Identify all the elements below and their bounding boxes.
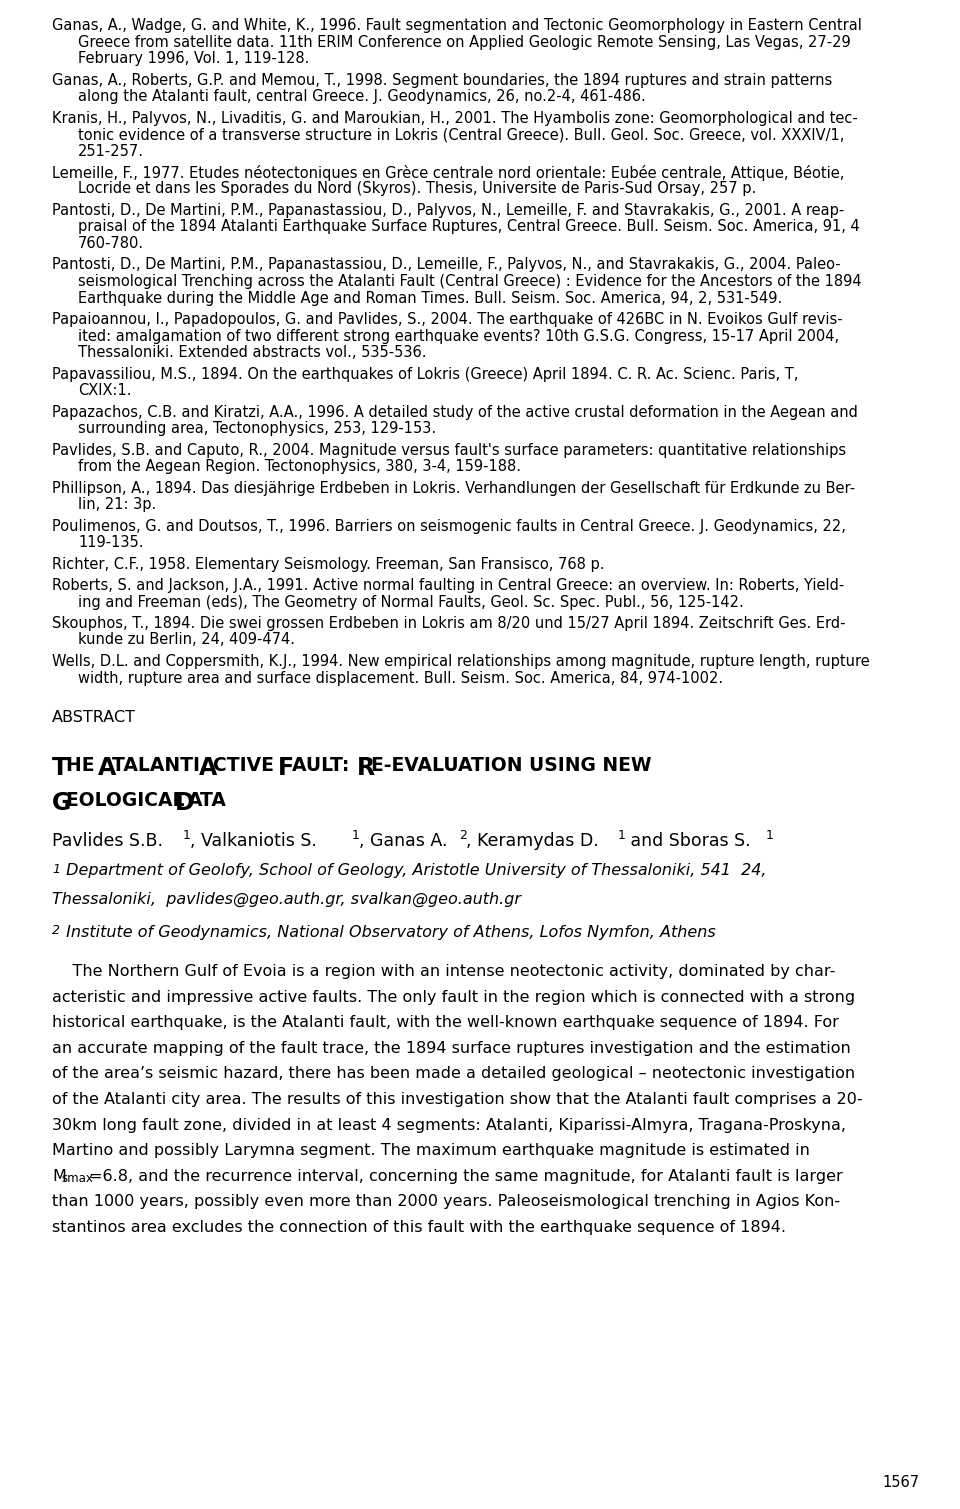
Text: width, rupture area and surface displacement. Bull. Seism. Soc. America, 84, 974: width, rupture area and surface displace…: [78, 670, 723, 685]
Text: , Ganas A.: , Ganas A.: [358, 831, 447, 850]
Text: CTIVE: CTIVE: [213, 756, 280, 776]
Text: 1567: 1567: [883, 1474, 920, 1489]
Text: , Valkaniotis S.: , Valkaniotis S.: [190, 831, 317, 850]
Text: ited: amalgamation of two different strong earthquake events? 10th G.S.G. Congre: ited: amalgamation of two different stro…: [78, 329, 839, 344]
Text: seismological Trenching across the Atalanti Fault (Central Greece) : Evidence fo: seismological Trenching across the Atala…: [78, 275, 862, 290]
Text: Wells, D.L. and Coppersmith, K.J., 1994. New empirical relationships among magni: Wells, D.L. and Coppersmith, K.J., 1994.…: [52, 653, 870, 668]
Text: along the Atalanti fault, central Greece. J. Geodynamics, 26, no.2-4, 461-486.: along the Atalanti fault, central Greece…: [78, 89, 646, 104]
Text: Pantosti, D., De Martini, P.M., Papanastassiou, D., Palyvos, N., Lemeille, F. an: Pantosti, D., De Martini, P.M., Papanast…: [52, 204, 844, 217]
Text: Earthquake during the Middle Age and Roman Times. Bull. Seism. Soc. America, 94,: Earthquake during the Middle Age and Rom…: [78, 291, 782, 305]
Text: tonic evidence of a transverse structure in Lokris (Central Greece). Bull. Geol.: tonic evidence of a transverse structure…: [78, 127, 845, 142]
Text: Papavassiliou, M.S., 1894. On the earthquakes of Lokris (Greece) April 1894. C. : Papavassiliou, M.S., 1894. On the earthq…: [52, 367, 799, 382]
Text: 760-780.: 760-780.: [78, 235, 144, 250]
Text: CXIX:1.: CXIX:1.: [78, 383, 132, 398]
Text: R: R: [357, 756, 375, 780]
Text: 2: 2: [459, 828, 468, 842]
Text: Greece from satellite data. 11th ERIM Conference on Applied Geologic Remote Sens: Greece from satellite data. 11th ERIM Co…: [78, 35, 851, 50]
Text: Skouphos, T., 1894. Die swei grossen Erdbeben in Lokris am 8/20 und 15/27 April : Skouphos, T., 1894. Die swei grossen Erd…: [52, 616, 846, 631]
Text: 1: 1: [52, 863, 60, 877]
Text: The Northern Gulf of Evoia is a region with an intense neotectonic activity, dom: The Northern Gulf of Evoia is a region w…: [52, 964, 835, 979]
Text: Thessaloniki. Extended abstracts vol., 535-536.: Thessaloniki. Extended abstracts vol., 5…: [78, 346, 426, 361]
Text: Pavlides S.B.: Pavlides S.B.: [52, 831, 163, 850]
Text: AULT:: AULT:: [292, 756, 355, 776]
Text: F: F: [278, 756, 294, 780]
Text: EOLOGICAL: EOLOGICAL: [65, 791, 191, 810]
Text: smax: smax: [61, 1171, 93, 1185]
Text: D: D: [175, 791, 194, 815]
Text: Martino and possibly Larymna segment. The maximum earthquake magnitude is estima: Martino and possibly Larymna segment. Th…: [52, 1144, 810, 1157]
Text: Richter, C.F., 1958. Elementary Seismology. Freeman, San Fransisco, 768 p.: Richter, C.F., 1958. Elementary Seismolo…: [52, 557, 605, 572]
Text: historical earthquake, is the Atalanti fault, with the well-known earthquake seq: historical earthquake, is the Atalanti f…: [52, 1016, 839, 1031]
Text: Lemeille, F., 1977. Etudes néotectoniques en Grèce centrale nord orientale: Eubé: Lemeille, F., 1977. Etudes néotectonique…: [52, 164, 845, 181]
Text: surrounding area, Tectonophysics, 253, 129-153.: surrounding area, Tectonophysics, 253, 1…: [78, 421, 436, 436]
Text: Kranis, H., Palyvos, N., Livaditis, G. and Maroukian, H., 2001. The Hyambolis zo: Kranis, H., Palyvos, N., Livaditis, G. a…: [52, 110, 857, 125]
Text: from the Aegean Region. Tectonophysics, 380, 3-4, 159-188.: from the Aegean Region. Tectonophysics, …: [78, 459, 521, 474]
Text: TALANTI: TALANTI: [112, 756, 206, 776]
Text: Pavlides, S.B. and Caputo, R., 2004. Magnitude versus fault's surface parameters: Pavlides, S.B. and Caputo, R., 2004. Mag…: [52, 442, 846, 457]
Text: Papazachos, C.B. and Kiratzi, A.A., 1996. A detailed study of the active crustal: Papazachos, C.B. and Kiratzi, A.A., 1996…: [52, 404, 858, 420]
Text: than 1000 years, possibly even more than 2000 years. Paleoseismological trenchin: than 1000 years, possibly even more than…: [52, 1194, 840, 1209]
Text: 1: 1: [351, 828, 359, 842]
Text: Pantosti, D., De Martini, P.M., Papanastassiou, D., Lemeille, F., Palyvos, N., a: Pantosti, D., De Martini, P.M., Papanast…: [52, 258, 841, 273]
Text: praisal of the 1894 Atalanti Earthquake Surface Ruptures, Central Greece. Bull. : praisal of the 1894 Atalanti Earthquake …: [78, 219, 860, 234]
Text: stantinos area excludes the connection of this fault with the earthquake sequenc: stantinos area excludes the connection o…: [52, 1219, 786, 1234]
Text: kunde zu Berlin, 24, 409-474.: kunde zu Berlin, 24, 409-474.: [78, 632, 295, 647]
Text: M: M: [52, 1168, 66, 1183]
Text: ing and Freeman (eds), The Geometry of Normal Faults, Geol. Sc. Spec. Publ., 56,: ing and Freeman (eds), The Geometry of N…: [78, 595, 744, 610]
Text: Ganas, A., Roberts, G.P. and Memou, T., 1998. Segment boundaries, the 1894 ruptu: Ganas, A., Roberts, G.P. and Memou, T., …: [52, 72, 832, 88]
Text: T: T: [52, 756, 68, 780]
Text: G: G: [52, 791, 71, 815]
Text: E-EVALUATION USING NEW: E-EVALUATION USING NEW: [371, 756, 651, 776]
Text: A: A: [199, 756, 217, 780]
Text: ABSTRACT: ABSTRACT: [52, 711, 136, 724]
Text: HE: HE: [65, 756, 101, 776]
Text: Roberts, S. and Jackson, J.A., 1991. Active normal faulting in Central Greece: a: Roberts, S. and Jackson, J.A., 1991. Act…: [52, 578, 844, 593]
Text: lin, 21: 3p.: lin, 21: 3p.: [78, 496, 156, 512]
Text: February 1996, Vol. 1, 119-128.: February 1996, Vol. 1, 119-128.: [78, 51, 309, 66]
Text: =6.8, and the recurrence interval, concerning the same magnitude, for Atalanti f: =6.8, and the recurrence interval, conce…: [88, 1168, 843, 1183]
Text: an accurate mapping of the fault trace, the 1894 surface ruptures investigation : an accurate mapping of the fault trace, …: [52, 1041, 851, 1056]
Text: Locride et dans les Sporades du Nord (Skyros). Thesis, Universite de Paris-Sud O: Locride et dans les Sporades du Nord (Sk…: [78, 181, 756, 196]
Text: 1: 1: [766, 828, 774, 842]
Text: A: A: [98, 756, 116, 780]
Text: Institute of Geodynamics, National Observatory of Athens, Lofos Nymfon, Athens: Institute of Geodynamics, National Obser…: [61, 925, 716, 940]
Text: Department of Geolofy, School of Geology, Aristotle University of Thessaloniki, : Department of Geolofy, School of Geology…: [61, 863, 767, 878]
Text: Phillipson, A., 1894. Das diesjährige Erdbeben in Lokris. Verhandlungen der Gese: Phillipson, A., 1894. Das diesjährige Er…: [52, 480, 855, 495]
Text: 2: 2: [52, 925, 60, 937]
Text: , Keramydas D.: , Keramydas D.: [467, 831, 599, 850]
Text: 119-135.: 119-135.: [78, 536, 143, 549]
Text: of the area’s seismic hazard, there has been made a detailed geological – neotec: of the area’s seismic hazard, there has …: [52, 1067, 855, 1082]
Text: 251-257.: 251-257.: [78, 143, 144, 158]
Text: acteristic and impressive active faults. The only fault in the region which is c: acteristic and impressive active faults.…: [52, 990, 855, 1005]
Text: 1: 1: [183, 828, 191, 842]
Text: 30km long fault zone, divided in at least 4 segments: Atalanti, Kiparissi-Almyra: 30km long fault zone, divided in at leas…: [52, 1118, 846, 1133]
Text: 1: 1: [617, 828, 625, 842]
Text: Ganas, A., Wadge, G. and White, K., 1996. Fault segmentation and Tectonic Geomor: Ganas, A., Wadge, G. and White, K., 1996…: [52, 18, 862, 33]
Text: Papaioannou, I., Papadopoulos, G. and Pavlides, S., 2004. The earthquake of 426B: Papaioannou, I., Papadopoulos, G. and Pa…: [52, 312, 843, 327]
Text: Thessaloniki,  pavlides@geo.auth.gr, svalkan@geo.auth.gr: Thessaloniki, pavlides@geo.auth.gr, sval…: [52, 892, 521, 907]
Text: ATA: ATA: [188, 791, 227, 810]
Text: and Sboras S.: and Sboras S.: [625, 831, 751, 850]
Text: Poulimenos, G. and Doutsos, T., 1996. Barriers on seismogenic faults in Central : Poulimenos, G. and Doutsos, T., 1996. Ba…: [52, 519, 846, 534]
Text: of the Atalanti city area. The results of this investigation show that the Atala: of the Atalanti city area. The results o…: [52, 1093, 863, 1108]
